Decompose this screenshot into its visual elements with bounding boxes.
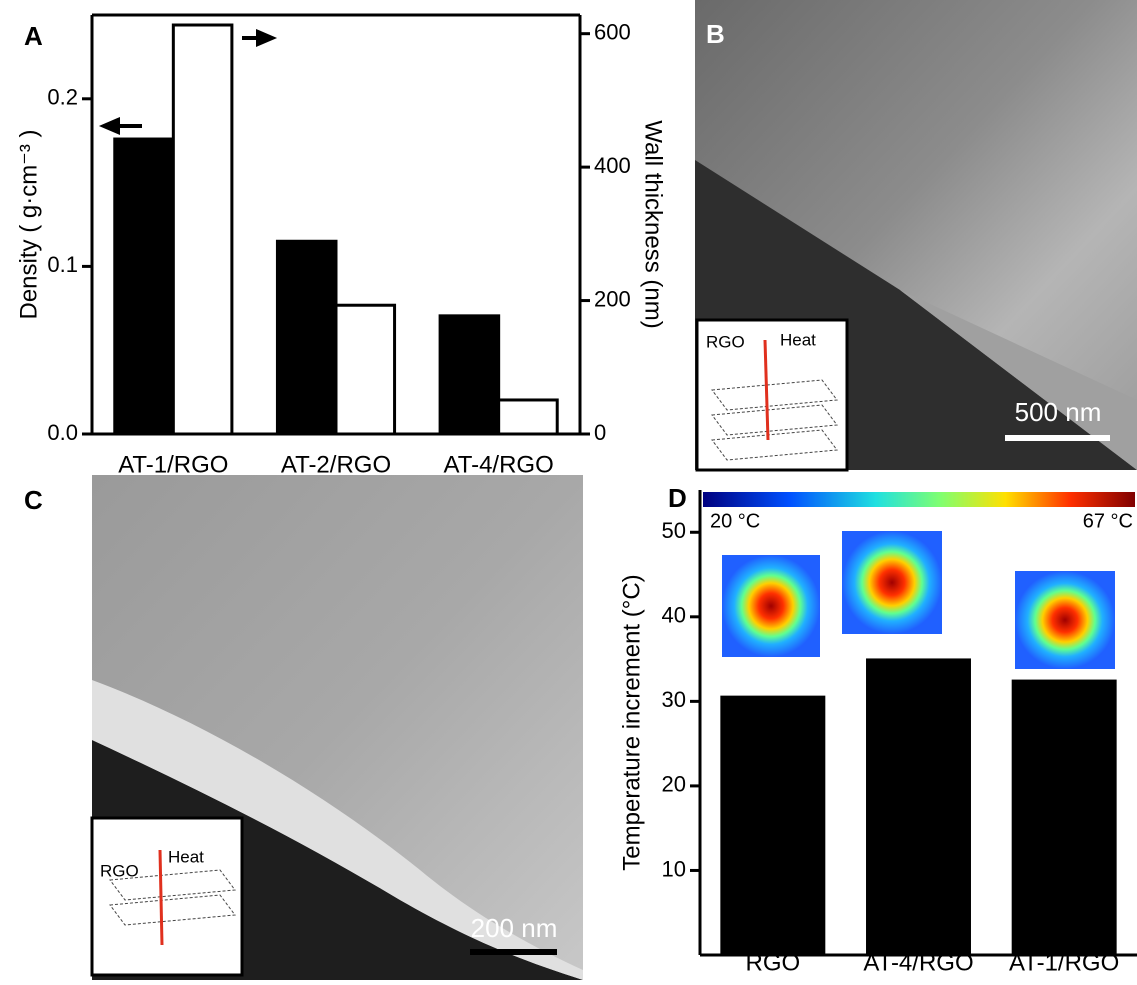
inset-label: RGO — [100, 861, 139, 880]
bar — [440, 316, 499, 434]
panel-label: C — [24, 485, 43, 515]
y-tick-label: 0.1 — [47, 252, 78, 277]
panel-label: B — [706, 19, 725, 49]
inset-label: Heat — [168, 847, 204, 866]
bar — [1013, 681, 1115, 955]
inset-label: Heat — [780, 330, 816, 349]
y-tick-label: 30 — [662, 687, 686, 712]
bar — [499, 400, 558, 434]
bar — [722, 697, 824, 955]
y2-axis-label: Wall thickness (nm) — [640, 120, 667, 328]
scale-bar-label: 200 nm — [471, 913, 558, 943]
panel-c: C RGO Heat 200 nm — [24, 475, 583, 980]
scale-bar-label: 500 nm — [1015, 397, 1102, 427]
y-tick-label: 10 — [662, 856, 686, 881]
y-tick-label: 0.0 — [47, 420, 78, 445]
figure: B RGO Heat 500 nm C RGO Heat 200 nm A D … — [0, 0, 1137, 980]
colorbar-label: 67 °C — [1083, 510, 1133, 532]
thermal-image — [722, 555, 820, 657]
x-tick-label: AT-1/RGO — [118, 451, 228, 478]
inset-box — [92, 818, 242, 975]
panel-b: B RGO Heat 500 nm — [695, 0, 1137, 470]
axis-arrow — [104, 120, 142, 132]
panel-label: A — [24, 21, 43, 51]
bar — [277, 241, 336, 434]
y-tick-label: 0.2 — [47, 85, 78, 110]
inset-label: RGO — [706, 332, 745, 351]
y-tick-label: 20 — [662, 772, 686, 797]
bar — [336, 305, 395, 434]
axis-arrow — [242, 32, 272, 44]
thermal-image — [842, 531, 942, 634]
x-tick-label: AT-2/RGO — [281, 451, 391, 478]
panel-label: D — [668, 483, 687, 513]
bar — [173, 25, 232, 434]
colorbar — [703, 492, 1135, 507]
y2-tick-label: 600 — [594, 19, 631, 44]
x-tick-label: AT-4/RGO — [444, 451, 554, 478]
page: {"chart_data": [ {"type": "bar", "label"… — [0, 0, 1137, 985]
y2-tick-label: 400 — [594, 153, 631, 178]
bar — [868, 660, 970, 955]
heat-arrow — [160, 850, 162, 945]
thermal-image — [1015, 571, 1115, 669]
y-axis-label: Density ( g·cm⁻³ ) — [15, 129, 42, 319]
y2-tick-label: 200 — [594, 286, 631, 311]
y2-tick-label: 0 — [594, 420, 606, 445]
colorbar-label: 20 °C — [710, 510, 760, 532]
y-tick-label: 40 — [662, 603, 686, 628]
y-axis-label: Temperature increment (°C) — [618, 574, 645, 870]
y-tick-label: 50 — [662, 518, 686, 543]
bar — [115, 139, 174, 434]
